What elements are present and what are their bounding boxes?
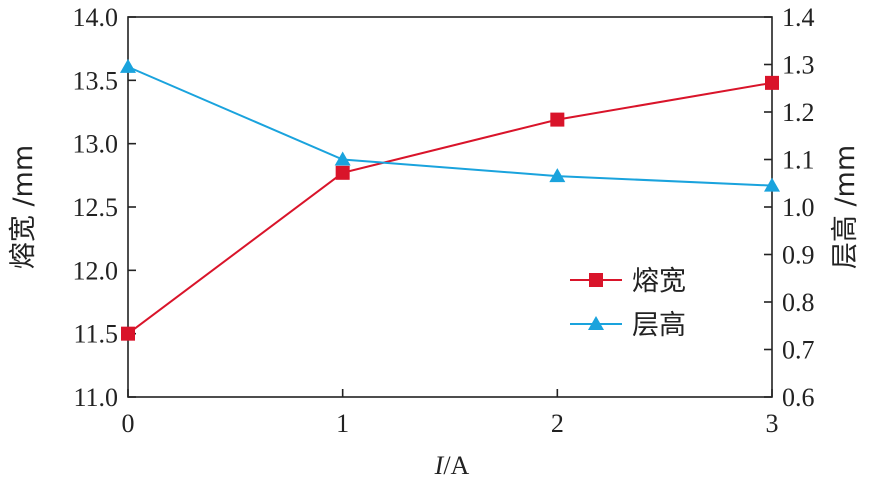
- data-point-square: [121, 326, 135, 341]
- y-right-tick-label: 1.0: [782, 193, 815, 222]
- data-point-triangle: [764, 177, 780, 192]
- y-right-tick-label: 0.7: [782, 336, 815, 365]
- x-axis-title: I/A: [434, 451, 470, 480]
- x-tick-label: 1: [336, 409, 349, 438]
- legend-label: 层高: [632, 310, 686, 341]
- data-point-triangle: [120, 58, 136, 73]
- y-left-tick-label: 12.5: [73, 193, 119, 222]
- data-point-square: [765, 75, 779, 90]
- y-axis-left-title: 熔宽 /mm: [8, 145, 39, 269]
- markers: [120, 58, 780, 341]
- y-axis-right-title: 层高 /mm: [830, 145, 861, 269]
- legend-label: 熔宽: [632, 266, 686, 297]
- x-axis-title-unit: /A: [443, 451, 469, 480]
- y-right-tick-label: 1.3: [782, 51, 815, 80]
- ticks: 11.011.512.012.513.013.514.00.60.70.80.9…: [73, 3, 815, 438]
- y-right-tick-label: 0.8: [782, 288, 815, 317]
- x-tick-label: 0: [122, 409, 135, 438]
- series-lines: [127, 65, 773, 335]
- y-left-tick-label: 11.0: [73, 383, 118, 412]
- y-left-tick-label: 13.0: [73, 130, 119, 159]
- data-point-triangle: [334, 151, 351, 166]
- y-right-tick-label: 1.4: [782, 3, 815, 32]
- y-right-tick-label: 0.6: [782, 383, 815, 412]
- y-right-tick-label: 1.1: [782, 146, 815, 175]
- y-left-tick-label: 11.5: [73, 320, 118, 349]
- x-tick-label: 3: [766, 409, 779, 438]
- series-line-2: [127, 65, 773, 187]
- x-axis-title-var: I: [434, 451, 445, 480]
- data-point-square: [550, 112, 565, 127]
- series-line-1: [127, 81, 773, 335]
- legend-marker-square: [589, 273, 603, 287]
- data-point-square: [335, 165, 350, 180]
- y-left-tick-label: 13.5: [73, 66, 119, 95]
- y-right-tick-label: 0.9: [782, 241, 815, 270]
- y-left-tick-label: 14.0: [73, 3, 119, 32]
- y-right-tick-label: 1.2: [782, 98, 815, 127]
- x-tick-label: 2: [551, 409, 564, 438]
- legend-marker-triangle: [588, 316, 604, 330]
- y-left-tick-label: 12.0: [73, 256, 119, 285]
- data-point-triangle: [549, 168, 566, 183]
- svg-text:I/A: I/A: [434, 451, 470, 480]
